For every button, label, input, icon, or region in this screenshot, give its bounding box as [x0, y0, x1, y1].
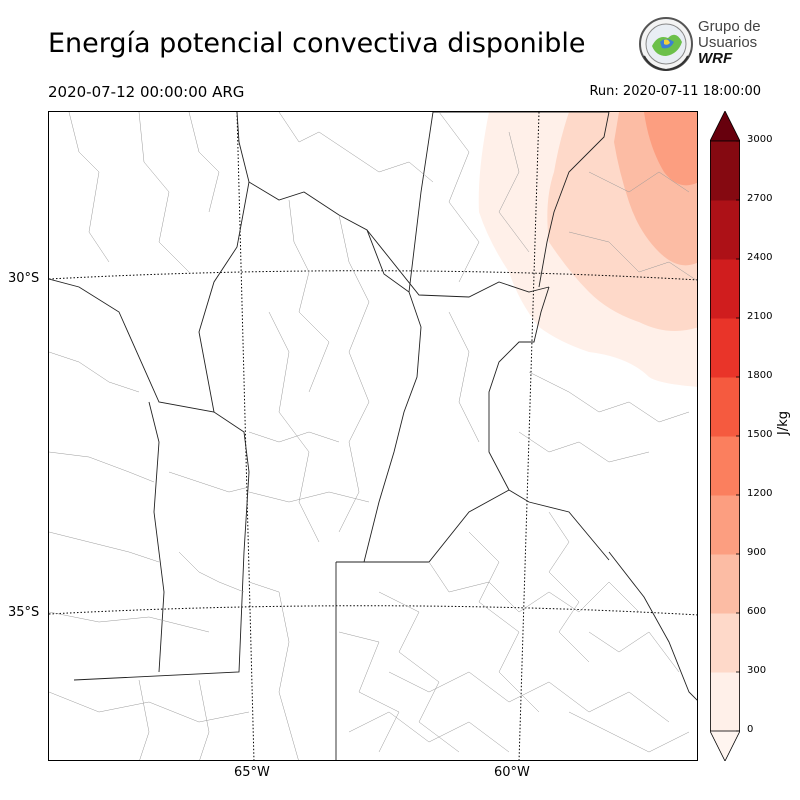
colorbar-tick-label: 1800: [747, 370, 773, 381]
valid-time: 2020-07-12 00:00:00 ARG: [48, 83, 245, 101]
logo-line-3: WRF: [698, 50, 733, 67]
colorbar-level: [710, 377, 740, 437]
colorbar-tick-label: 2100: [747, 311, 773, 322]
cape-shading: [478, 112, 697, 387]
colorbar-tick-label: 1500: [747, 429, 773, 440]
colorbar-level: [710, 613, 740, 673]
province-boundaries: [49, 112, 697, 760]
colorbar-level: [710, 436, 740, 496]
colorbar-level: [710, 495, 740, 555]
map-title: Energía potencial convectiva disponible: [48, 28, 586, 59]
colorbar-under-triangle: [710, 730, 740, 761]
colorbar-tick-label: 3000: [747, 134, 773, 145]
lat-label-35s: 35°S: [8, 605, 40, 620]
run-time: Run: 2020-07-11 18:00:00: [589, 84, 761, 99]
graticule: [49, 112, 697, 760]
colorbar-tick-label: 300: [747, 665, 767, 676]
department-boundaries: [49, 112, 697, 760]
colorbar: [710, 111, 740, 761]
colorbar-tick-label: 2400: [747, 252, 773, 263]
colorbar-tick-label: 900: [747, 547, 767, 558]
colorbar-tick-label: 2700: [747, 193, 773, 204]
colorbar-over-triangle: [710, 111, 740, 142]
colorbar-level: [710, 200, 740, 260]
colorbar-tick-label: 600: [747, 606, 767, 617]
lat-label-30s: 30°S: [8, 271, 40, 286]
cape-map: [48, 111, 698, 761]
colorbar-level: [710, 259, 740, 319]
wrf-users-logo: Grupo de Usuarios WRF: [638, 16, 768, 72]
lon-label-60w: 60°W: [494, 765, 530, 780]
colorbar-level: [710, 318, 740, 378]
colorbar-level: [710, 141, 740, 201]
lon-label-65w: 65°W: [234, 765, 270, 780]
logo-text: Grupo de Usuarios WRF: [698, 19, 761, 67]
colorbar-tick-label: 1200: [747, 488, 773, 499]
logo-line-1: Grupo de: [698, 18, 761, 35]
colorbar-tick-label: 0: [747, 724, 754, 735]
colorbar-level: [710, 672, 740, 732]
logo-emblem-icon: [639, 17, 693, 72]
colorbar-level: [710, 554, 740, 614]
map-canvas: [49, 112, 697, 760]
logo-line-2: Usuarios: [698, 34, 758, 51]
colorbar-label: J/kg: [776, 411, 791, 435]
